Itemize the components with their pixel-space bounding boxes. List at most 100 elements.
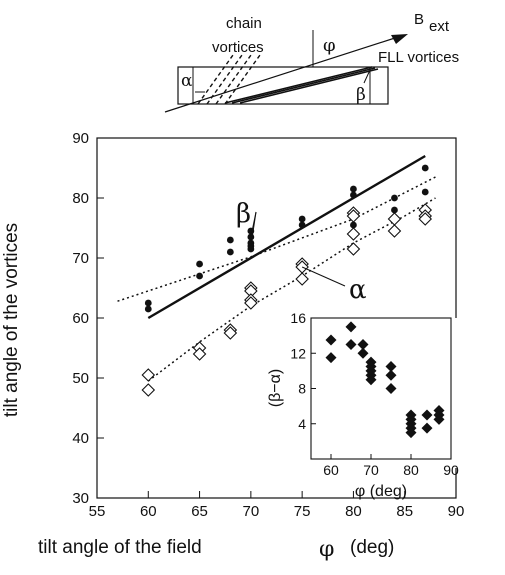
main-annotations: βα [236, 199, 367, 305]
field-label-b: B [414, 11, 424, 28]
inset-point [433, 413, 445, 425]
y-tick-label: 70 [72, 250, 89, 267]
beta-point [298, 215, 306, 223]
y-tick-label: 30 [72, 490, 89, 507]
fll-vortex-lines [224, 66, 379, 104]
inset-point [421, 422, 433, 434]
inset-x-tick-label: 90 [443, 462, 459, 478]
y-axis-label: tilt angle of the vortices [1, 223, 22, 417]
field-label-sub: ext [429, 18, 450, 35]
beta-point [391, 206, 398, 214]
x-tick-label: 70 [243, 503, 260, 520]
beta-point [226, 248, 234, 256]
schematic-beta: β [356, 85, 366, 105]
inset-x-tick-label: 70 [363, 462, 379, 478]
inset-y-tick-label: 16 [290, 310, 306, 326]
alpha-point [418, 212, 433, 226]
annotation-leader [301, 266, 346, 287]
x-tick-label: 55 [89, 503, 106, 520]
inset-point [357, 347, 369, 359]
x-tick-label: 80 [345, 503, 362, 520]
alpha-point [223, 326, 238, 340]
chain-label-line1: chain [226, 15, 262, 32]
solid-fit-line [147, 154, 426, 320]
x-tick-label: 65 [191, 503, 208, 520]
x-axis-label-unit: (deg) [350, 537, 394, 558]
x-tick-label: 90 [448, 503, 465, 520]
inset-x-tick-label: 80 [403, 462, 419, 478]
dotted-fit-line-1 [117, 176, 436, 302]
y-tick-label: 90 [72, 130, 89, 147]
field-arrow [164, 36, 399, 113]
inset-point [345, 321, 357, 333]
beta-annotation: β [236, 199, 251, 229]
x-tick-label: 60 [140, 503, 157, 520]
beta-point [350, 191, 357, 199]
main-ticks: 55 60 65 70 75 80 85 90 30 40 50 60 70 80 90 [72, 130, 464, 520]
main-data-points [141, 164, 433, 397]
alpha-point [346, 227, 361, 241]
y-tick-label: 80 [72, 190, 89, 207]
sample-slab [177, 66, 389, 105]
inset-x-axis-label: φ (deg) [355, 483, 407, 500]
schematic-phi: φ [323, 35, 336, 56]
alpha-point [387, 224, 402, 238]
alpha-point [244, 296, 258, 310]
x-axis-label-symbol: φ [319, 537, 334, 562]
beta-point [144, 305, 152, 313]
inset-point [421, 409, 433, 421]
chain-vortex-lines [197, 54, 261, 105]
schematic-alpha: α [181, 71, 193, 91]
beta-point [298, 221, 306, 229]
inset-plot: 60 70 80 90 4 8 12 16 (β−α) φ (deg) [267, 310, 461, 500]
x-axis-label-group: tilt angle of the field φ (deg) [38, 537, 394, 562]
alpha-point [141, 368, 156, 382]
inset-data-points [325, 321, 445, 439]
beta-point [247, 245, 255, 253]
inset-point [325, 352, 337, 364]
inset-point [385, 360, 397, 372]
inset-point [365, 374, 377, 386]
x-tick-label: 75 [294, 503, 311, 520]
y-tick-label: 40 [72, 430, 89, 447]
alpha-point [295, 272, 309, 286]
fll-label: FLL vortices [378, 49, 459, 66]
inset-ticks: 60 70 80 90 4 8 12 16 [290, 310, 459, 478]
beta-point [196, 272, 203, 280]
beta-point [196, 260, 203, 268]
y-tick-label: 50 [72, 370, 89, 387]
alpha-point [387, 212, 402, 226]
alpha-point [346, 242, 361, 256]
inset-y-tick-label: 8 [298, 381, 306, 397]
inset-y-tick-label: 4 [298, 416, 306, 432]
schematic: chain vortices φ B ext FLL vortices α β [164, 11, 459, 113]
chain-label-line2: vortices [212, 39, 264, 56]
x-axis-label: tilt angle of the field [38, 537, 202, 558]
inset-point [385, 369, 397, 381]
y-tick-label: 60 [72, 310, 89, 327]
beta-point [144, 299, 152, 307]
alpha-annotation: α [349, 275, 367, 305]
inset-y-tick-label: 12 [290, 345, 306, 361]
inset-point [325, 334, 337, 346]
beta-point [350, 221, 357, 229]
annotation-leader [250, 211, 257, 247]
alpha-point [141, 383, 156, 397]
inset-point [345, 338, 357, 350]
alpha-point [346, 209, 361, 223]
beta-point [421, 164, 429, 172]
inset-point [385, 383, 397, 394]
inset-x-tick-label: 60 [323, 462, 339, 478]
inset-point [405, 427, 417, 439]
beta-point [391, 194, 398, 202]
x-tick-label: 85 [396, 503, 413, 520]
beta-point [226, 236, 234, 244]
inset-y-axis-label: (β−α) [267, 369, 284, 407]
beta-point [350, 185, 357, 193]
alpha-point [192, 347, 207, 361]
beta-point [421, 188, 429, 196]
field-arrowhead [391, 34, 408, 44]
inset-point [357, 338, 369, 350]
